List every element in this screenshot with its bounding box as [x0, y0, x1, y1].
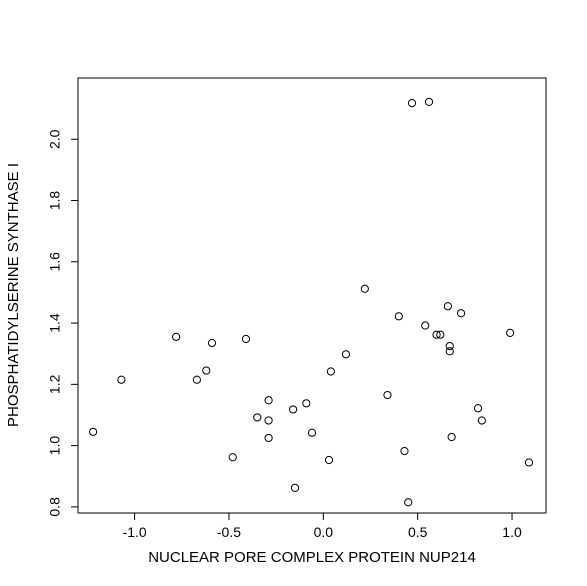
data-point	[383, 390, 392, 400]
data-point	[407, 99, 417, 108]
data-point	[117, 375, 126, 384]
data-point	[445, 347, 454, 356]
y-tick-label: 1.4	[47, 313, 63, 333]
data-point	[436, 330, 445, 339]
data-point	[473, 404, 483, 413]
data-point	[326, 367, 335, 376]
data-point	[241, 334, 251, 344]
data-point	[404, 498, 413, 507]
data-point	[443, 302, 452, 311]
data-point	[432, 330, 441, 339]
data-point	[477, 416, 486, 425]
y-tick-label: 1.2	[47, 374, 63, 394]
data-point	[88, 427, 98, 436]
y-tick-label: 1.0	[47, 436, 63, 456]
y-tick-label: 1.6	[47, 252, 63, 272]
data-point	[421, 321, 430, 330]
data-point	[324, 455, 334, 465]
data-point	[264, 433, 273, 443]
data-point	[253, 413, 262, 422]
data-point	[400, 447, 409, 456]
y-axis-label: PHOSPHATIDYLSERINE SYNTHASE I	[5, 163, 22, 427]
y-axis: 0.8 1.0 1.2 1.4 1.6 1.8 2.0	[47, 129, 79, 517]
data-point	[264, 396, 273, 405]
x-tick-label: 1.0	[502, 524, 522, 540]
data-point	[202, 366, 211, 375]
plot-frame	[77, 77, 547, 514]
x-tick-label: 0.0	[314, 524, 334, 540]
data-point	[341, 350, 351, 359]
y-tick-label: 1.8	[47, 191, 63, 211]
data-point	[302, 399, 311, 408]
data-point	[307, 428, 317, 437]
data-point	[447, 432, 456, 442]
data-point	[506, 328, 515, 337]
data-point	[290, 483, 300, 492]
data-point	[445, 341, 454, 351]
data-point	[289, 405, 298, 414]
data-point	[524, 458, 534, 467]
data-point	[172, 332, 181, 341]
data-point	[192, 375, 201, 384]
data-point	[360, 284, 369, 293]
data-point	[207, 338, 217, 348]
data-points	[88, 97, 534, 507]
data-point	[394, 312, 403, 321]
data-point	[424, 97, 434, 106]
y-tick-label: 2.0	[47, 129, 63, 149]
x-tick-label: 0.5	[408, 524, 428, 540]
data-point	[228, 453, 237, 462]
data-point	[456, 309, 466, 318]
x-axis-label: NUCLEAR PORE COMPLEX PROTEIN NUP214	[148, 549, 476, 566]
x-axis: -1.0 -0.5 0.0 0.5 1.0	[123, 512, 522, 540]
x-tick-label: -1.0	[123, 524, 147, 540]
data-point	[264, 416, 273, 425]
x-tick-label: -0.5	[217, 524, 241, 540]
y-tick-label: 0.8	[47, 497, 63, 517]
